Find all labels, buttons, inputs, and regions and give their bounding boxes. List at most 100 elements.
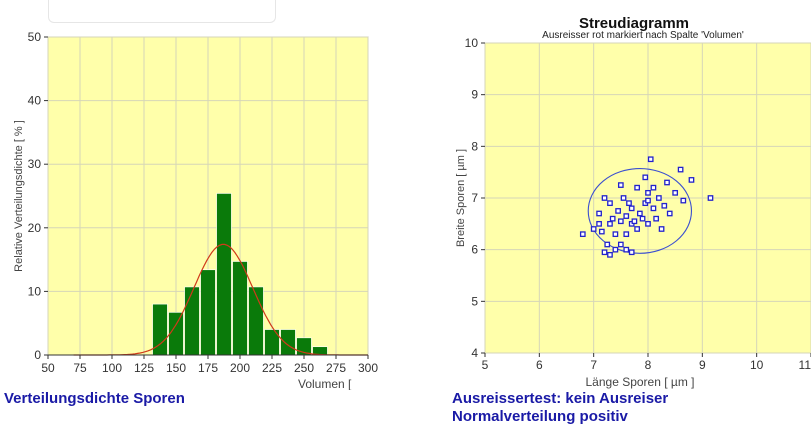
- histogram-x-ticks: 50 75 100 125 150 175 200 225 250 275 300: [41, 355, 378, 375]
- scatter-point: [598, 228, 605, 235]
- scatter-point: [645, 197, 651, 204]
- scatter-points: [579, 156, 714, 258]
- scatter-x-tick-label: 11: [799, 358, 811, 372]
- scatter-point: [634, 226, 640, 232]
- scatter-point: [628, 249, 635, 256]
- scatter-point: [664, 179, 670, 186]
- histogram-x-tick-label: 100: [102, 361, 122, 375]
- scatter-point: [677, 166, 684, 173]
- scatter-point: [628, 205, 635, 212]
- scatter-point: [680, 197, 687, 204]
- histogram-y-tick-label: 40: [28, 94, 42, 108]
- scatter-point: [617, 182, 624, 188]
- scatter-point: [666, 210, 673, 217]
- confidence-ellipse: [587, 168, 693, 254]
- histogram-y-tick-label: 20: [28, 221, 42, 235]
- scatter-point: [601, 195, 608, 201]
- scatter-caption-line-1: Ausreissertest: kein Ausreiser: [452, 390, 669, 407]
- scatter-point: [653, 215, 660, 222]
- histogram-x-tick-label: 125: [134, 361, 154, 375]
- histogram-x-label: Volumen [: [298, 377, 352, 390]
- scatter-point: [623, 213, 630, 219]
- scatter-point: [617, 241, 624, 248]
- scatter-point: [658, 226, 665, 232]
- histogram-chart: 50 75 100 125 150 175 200 225 250 275 300 0 10 20 30 4…: [13, 30, 378, 390]
- histogram-caption: Verteilungsdichte Sporen: [4, 390, 185, 407]
- scatter-point: [607, 251, 613, 258]
- scatter-x-ticks: 5 6 7 8 9 10 11: [482, 353, 811, 372]
- scatter-point: [647, 156, 654, 163]
- scatter-point: [620, 195, 627, 201]
- scatter-point: [631, 218, 638, 225]
- scatter-x-tick-label: 7: [590, 358, 597, 372]
- scatter-point: [607, 220, 613, 227]
- scatter-point: [639, 215, 646, 222]
- histogram-y-tick-label: 30: [28, 157, 42, 171]
- scatter-point: [626, 200, 632, 207]
- histogram-x-tick-label: 275: [326, 361, 346, 375]
- scatter-point: [612, 246, 619, 253]
- scatter-x-tick-label: 8: [645, 358, 652, 372]
- histogram-bar: [200, 269, 216, 356]
- histogram-x-tick-label: 300: [358, 361, 378, 375]
- histogram-x-tick-label: 225: [262, 361, 282, 375]
- scatter-title: Streudiagramm: [579, 15, 689, 32]
- scatter-point: [623, 231, 630, 238]
- scatter-subtitle: Ausreisser rot markiert nach Spalte 'Vol…: [542, 30, 744, 41]
- scatter-point: [596, 210, 602, 217]
- scatter-x-tick-label: 5: [482, 358, 489, 372]
- scatter-y-tick-label: 8: [471, 139, 478, 153]
- scatter-y-tick-label: 6: [471, 243, 478, 257]
- histogram-bar: [168, 312, 184, 356]
- scatter-point: [601, 249, 608, 256]
- scatter-point: [672, 189, 679, 196]
- scatter-x-label: Länge Sporen [ µm ]: [586, 375, 695, 389]
- top-search-box[interactable]: [48, 0, 276, 23]
- scatter-y-label: Breite Sporen [ µm ]: [455, 149, 467, 247]
- scatter-point: [656, 195, 662, 201]
- scatter-point: [623, 246, 630, 253]
- scatter-y-tick-label: 4: [471, 346, 478, 360]
- histogram-bar: [248, 286, 264, 356]
- histogram-x-tick-label: 250: [294, 361, 314, 375]
- histogram-x-tick-label: 200: [230, 361, 250, 375]
- histogram-y-label: Relative Verteilungsdichte [ % ]: [13, 120, 25, 272]
- scatter-caption: Ausreissertest: kein Ausreiser Normalver…: [452, 390, 668, 426]
- histogram-y-tick-label: 0: [34, 348, 41, 362]
- histogram-x-tick-label: 150: [166, 361, 186, 375]
- histogram-x-tick-label: 175: [198, 361, 218, 375]
- scatter-point: [590, 226, 597, 232]
- scatter-point: [707, 195, 714, 201]
- scatter-y-tick-label: 5: [471, 294, 478, 308]
- histogram-bar: [184, 286, 200, 356]
- scatter-point: [650, 184, 657, 191]
- histogram-x-tick-label: 75: [73, 361, 87, 375]
- scatter-point: [634, 184, 640, 191]
- scatter-x-tick-label: 6: [536, 358, 543, 372]
- histogram-bar: [216, 193, 232, 356]
- scatter-point: [612, 231, 619, 238]
- scatter-point: [637, 210, 643, 217]
- histogram-x-tick-label: 50: [41, 361, 55, 375]
- scatter-caption-line-2: Normalverteilung positiv: [452, 408, 628, 425]
- scatter-point: [661, 202, 668, 209]
- scatter-point: [642, 174, 649, 181]
- scatter-point: [617, 218, 624, 225]
- histogram-y-tick-label: 10: [28, 284, 42, 298]
- histogram-y-tick-label: 50: [28, 30, 42, 44]
- scatter-point: [645, 220, 651, 227]
- scatter-x-tick-label: 10: [750, 358, 764, 372]
- scatter-chart: Streudiagramm Ausreisser rot markiert na…: [455, 15, 811, 389]
- scatter-point: [596, 220, 602, 227]
- scatter-point: [607, 200, 613, 207]
- scatter-y-tick-label: 7: [471, 191, 478, 205]
- scatter-point: [604, 241, 611, 248]
- scatter-y-tick-label: 9: [471, 88, 478, 102]
- scatter-point: [645, 189, 651, 196]
- histogram-bar: [280, 329, 296, 356]
- scatter-y-ticks: 4 5 6 7 8 9 10: [465, 36, 485, 360]
- scatter-point: [650, 205, 657, 212]
- scatter-y-tick-label: 10: [465, 36, 479, 50]
- scatter-x-tick-label: 9: [699, 358, 706, 372]
- histogram-y-ticks: 0 10 20 30 40 50: [28, 30, 48, 362]
